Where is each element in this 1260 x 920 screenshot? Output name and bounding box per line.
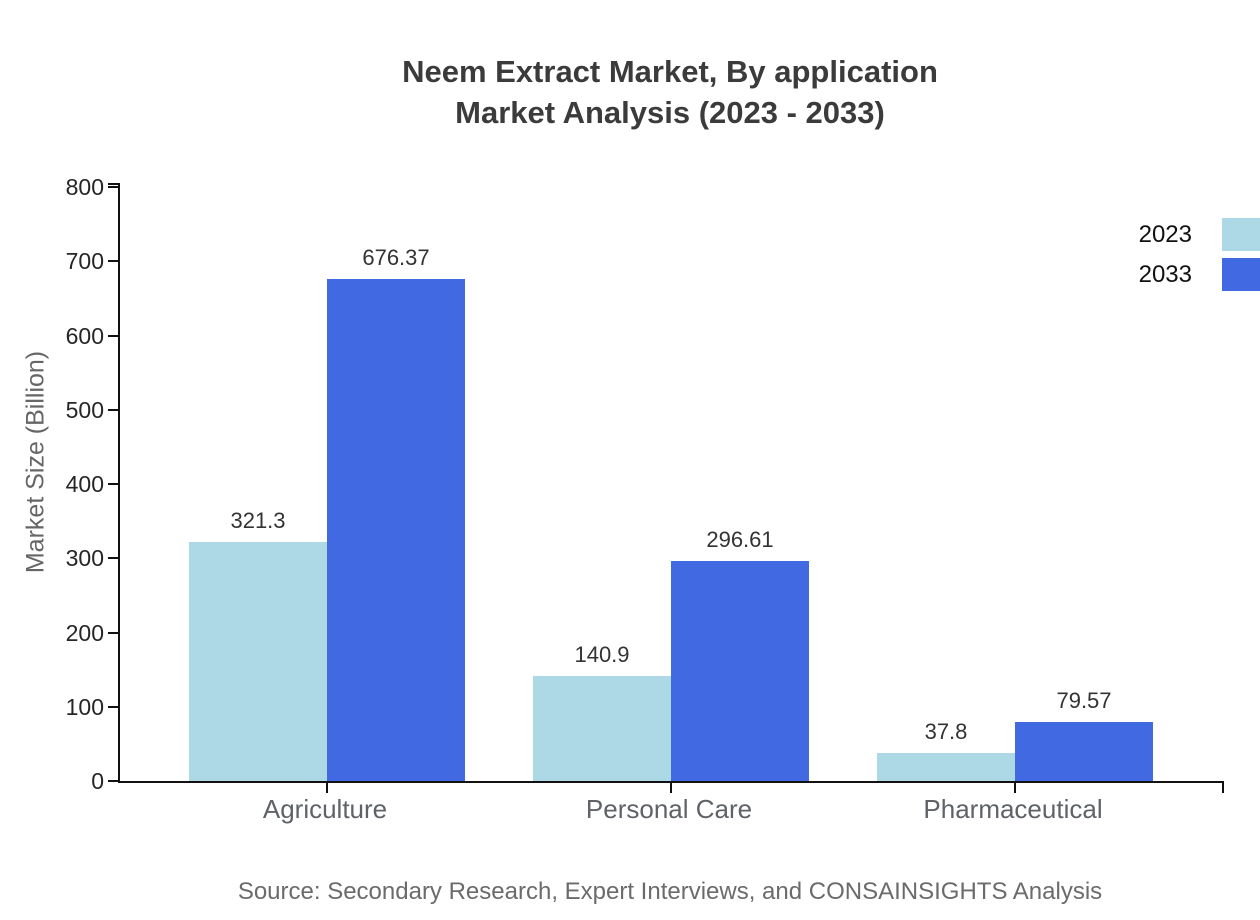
y-tick-mark [108, 408, 118, 411]
plot-area: 321.3 676.37 140.9 296.61 37.8 79.57 [108, 183, 1224, 793]
x-tick-mark [1014, 783, 1016, 793]
source-attribution: Source: Secondary Research, Expert Inter… [237, 878, 1103, 905]
y-tick-mark [108, 557, 118, 560]
y-axis-end-cap [108, 183, 118, 185]
y-tick-label: 400 [65, 471, 104, 497]
bar-value-2033-pharmaceutical: 79.57 [1056, 687, 1112, 713]
y-tick-label: 500 [65, 396, 104, 423]
x-category-label-pharmaceutical: Pharmaceutical [923, 794, 1103, 824]
bar-2023-pharmaceutical [877, 752, 1015, 781]
y-tick-label: 100 [65, 693, 104, 720]
bar-value-2023-pharmaceutical: 37.8 [924, 718, 968, 744]
x-tick-mark [670, 783, 672, 793]
y-tick-mark [108, 260, 118, 263]
legend-swatch [1222, 218, 1260, 251]
y-tick-label: 200 [65, 619, 104, 646]
chart-title-line1: Neem Extract Market, By application [402, 54, 938, 89]
bar-value-2033-personal-care: 296.61 [706, 526, 774, 552]
x-category-label-agriculture: Agriculture [262, 794, 388, 824]
legend-item-2033: 2033 [1139, 258, 1260, 291]
x-axis-category-labels: Agriculture Personal Care Pharmaceutical [118, 794, 1222, 828]
bar-value-2023-personal-care: 140.9 [574, 642, 630, 668]
x-axis-end-cap [1222, 783, 1224, 793]
y-tick-mark [108, 186, 118, 188]
y-tick-label: 600 [65, 322, 104, 349]
y-tick-mark [108, 780, 118, 782]
bar-2033-agriculture [327, 278, 465, 781]
x-category-label-personal-care: Personal Care [585, 794, 753, 824]
y-tick-mark [108, 334, 118, 337]
legend: 2023 2033 [1139, 218, 1260, 298]
legend-item-2023: 2023 [1139, 218, 1260, 251]
bar-2033-personal-care [671, 560, 809, 781]
bar-2023-agriculture [189, 542, 327, 781]
legend-swatch [1222, 258, 1260, 291]
y-tick-mark [108, 705, 118, 708]
y-tick-label: 300 [65, 545, 104, 572]
legend-label: 2033 [1138, 260, 1192, 288]
chart-title-line2: Market Analysis (2023 - 2033) [455, 95, 885, 130]
chart-title: Neem Extract Market, By application Mark… [118, 51, 1222, 133]
y-tick-mark [108, 483, 118, 485]
bar-2023-personal-care [533, 676, 671, 781]
y-tick-label: 800 [65, 174, 104, 200]
bar-2033-pharmaceutical [1015, 721, 1153, 781]
y-tick-mark [108, 631, 118, 634]
bar-value-2033-agriculture: 676.37 [362, 244, 430, 270]
x-tick-mark [326, 783, 328, 793]
legend-label: 2023 [1138, 220, 1192, 248]
bar-value-2023-agriculture: 321.3 [230, 508, 286, 534]
y-axis-tick-labels: 0 100 200 300 400 500 600 700 800 [0, 0, 104, 920]
y-tick-label: 0 [91, 768, 104, 794]
y-tick-label: 700 [65, 248, 104, 275]
